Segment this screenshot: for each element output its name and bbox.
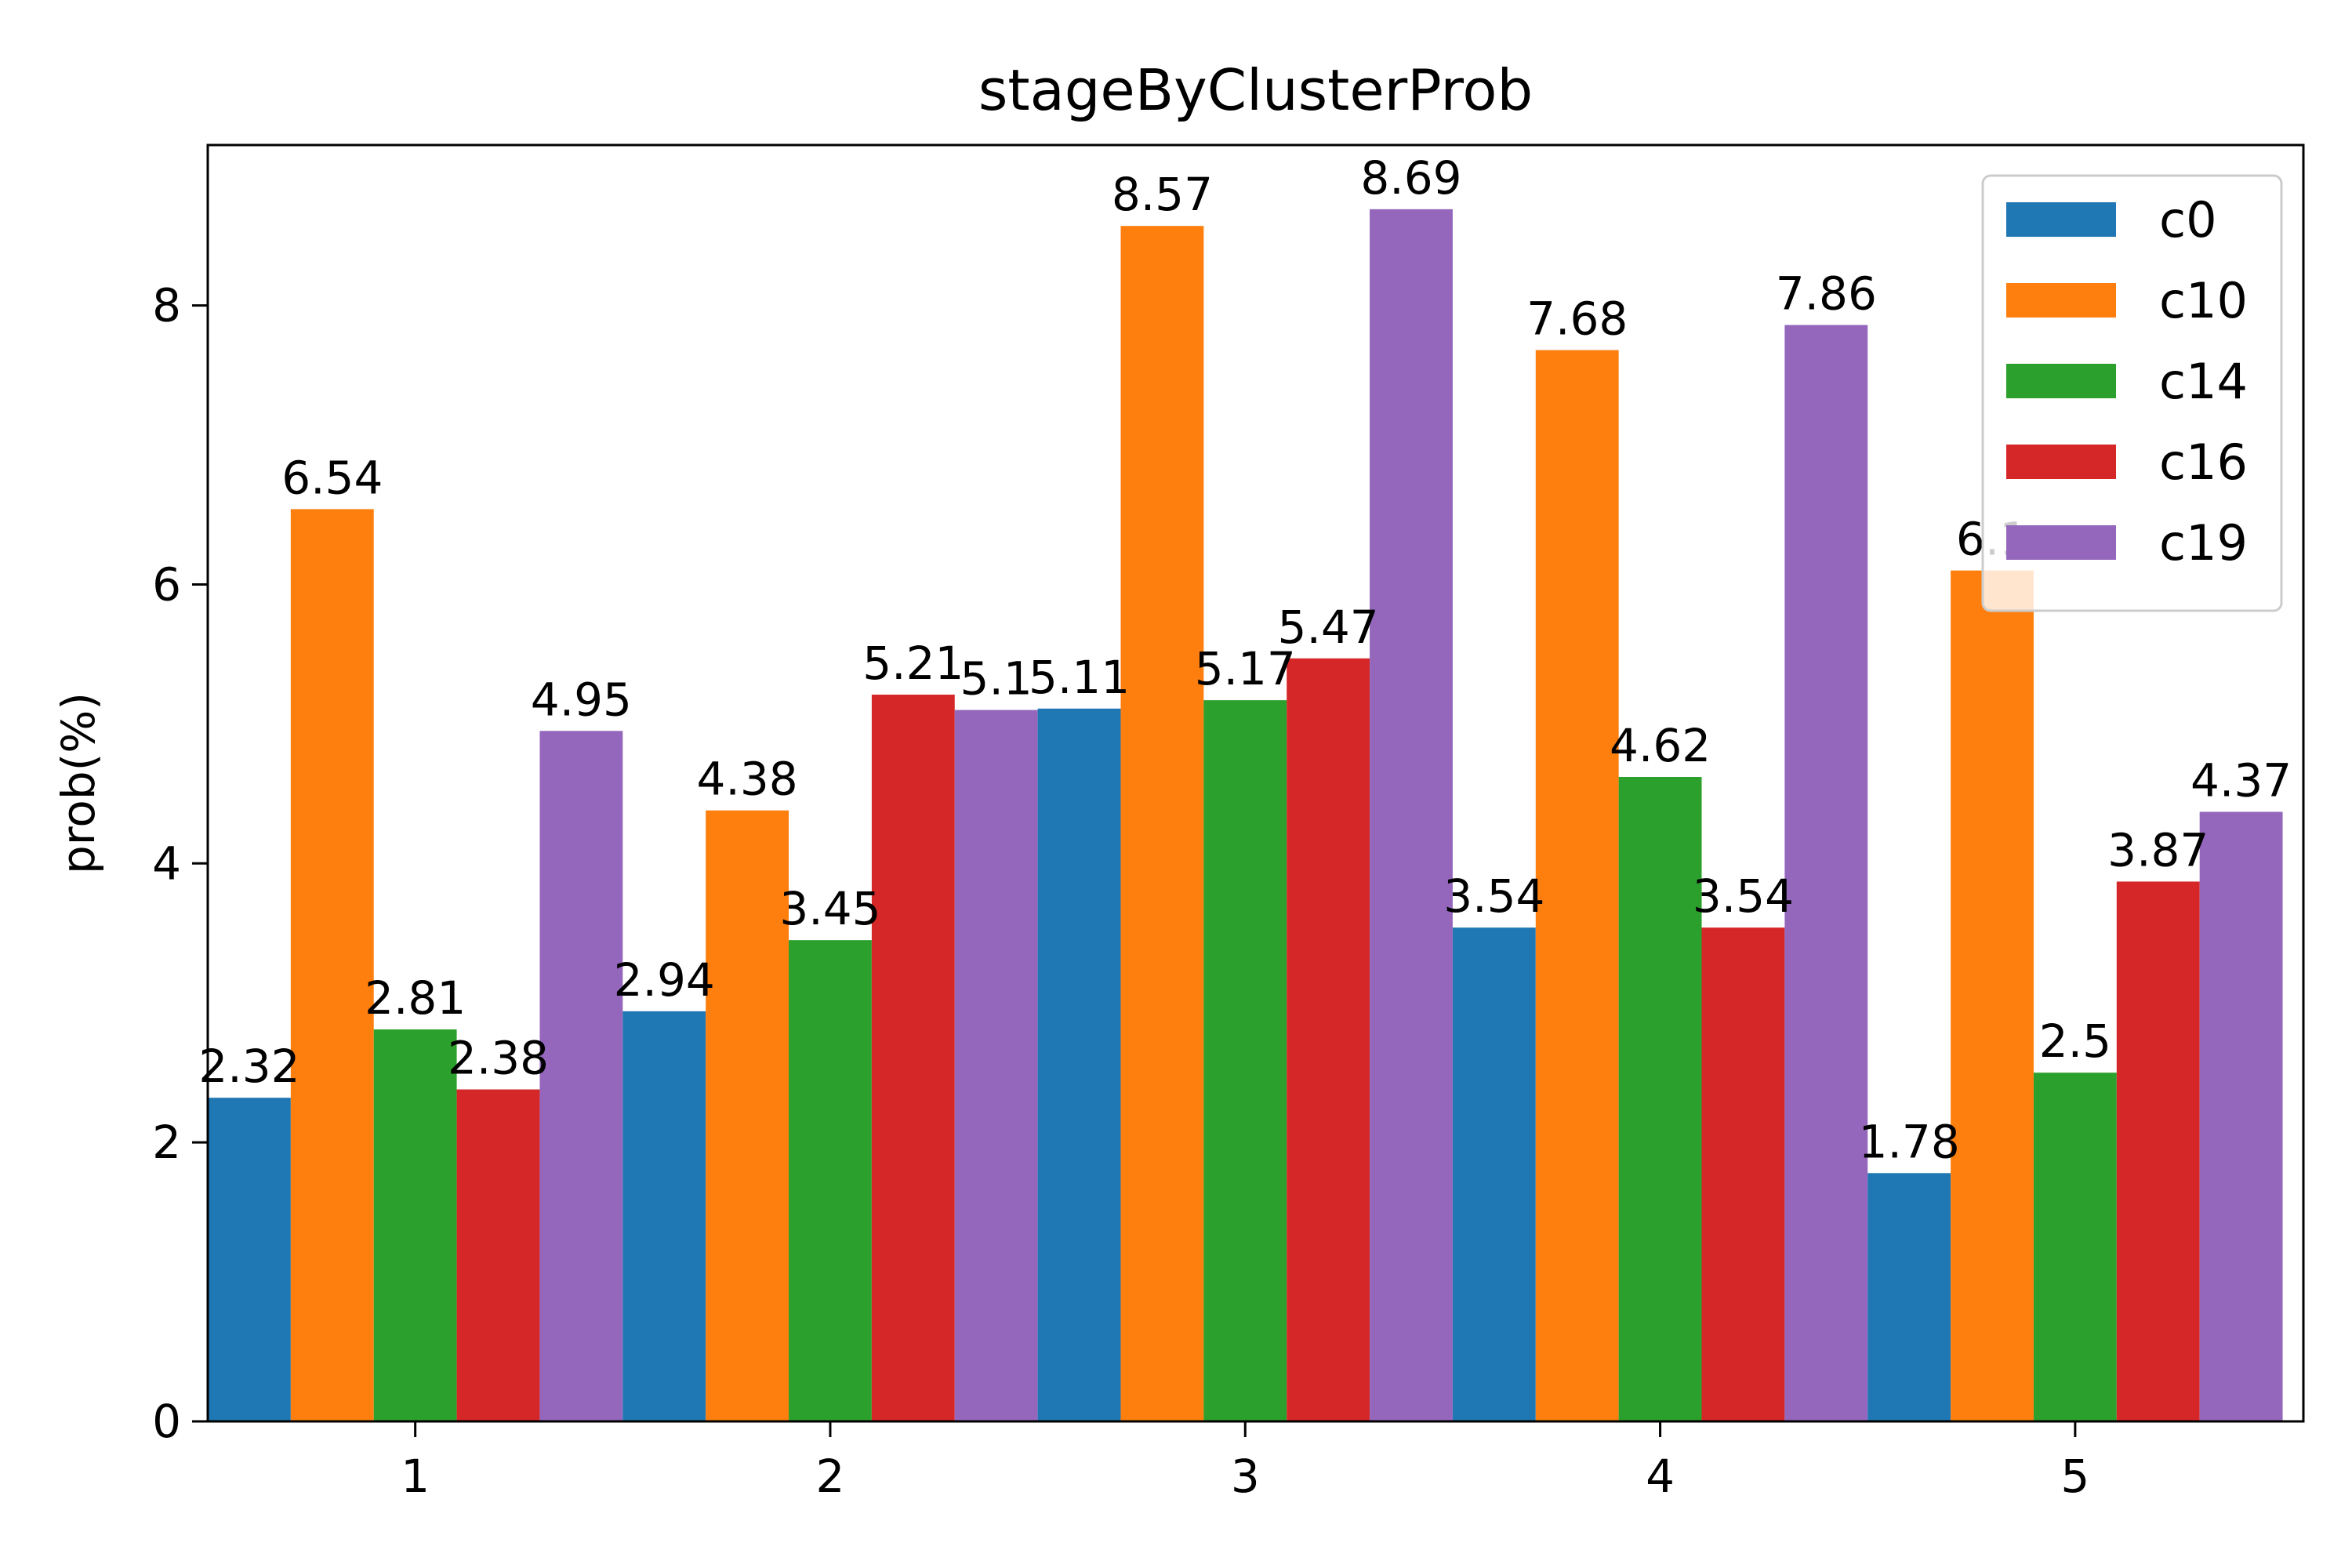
- legend-swatch-c16: [2006, 445, 2116, 479]
- bar-label-c16-3: 5.47: [1278, 601, 1379, 654]
- bar-c10-2: [706, 810, 789, 1421]
- bar-c14-1: [373, 1029, 457, 1421]
- legend-swatch-c0: [2006, 202, 2116, 237]
- bar-c14-2: [789, 940, 872, 1421]
- x-tick-label: 3: [1231, 1450, 1260, 1503]
- bar-label-c16-4: 3.54: [1693, 869, 1794, 923]
- legend-label-c10: c10: [2159, 272, 2248, 329]
- bar-c16-2: [871, 695, 955, 1421]
- bar-c14-4: [1618, 776, 1702, 1421]
- bar-c0-3: [1037, 708, 1121, 1421]
- bar-label-c10-3: 8.57: [1112, 168, 1213, 221]
- x-tick-label: 5: [2060, 1450, 2089, 1503]
- bar-c10-3: [1120, 226, 1204, 1422]
- y-tick-label: 2: [152, 1116, 181, 1169]
- bar-c19-2: [954, 710, 1038, 1421]
- bar-c10-5: [1951, 570, 2034, 1421]
- bar-c16-5: [2116, 881, 2200, 1421]
- bar-label-c16-1: 2.38: [448, 1032, 549, 1085]
- bar-c19-3: [1370, 209, 1453, 1421]
- y-tick-label: 0: [152, 1395, 181, 1448]
- legend-label-c19: c19: [2159, 514, 2248, 572]
- bar-label-c19-4: 7.86: [1776, 267, 1877, 321]
- legend-label-c14: c14: [2159, 353, 2248, 410]
- bar-label-c14-5: 2.5: [2039, 1014, 2111, 1068]
- bar-label-c19-3: 8.69: [1360, 151, 1461, 205]
- bar-label-c0-3: 5.11: [1029, 651, 1130, 704]
- bar-c16-1: [456, 1089, 540, 1421]
- legend-swatch-c10: [2006, 283, 2116, 318]
- y-axis-title: prob(%): [52, 692, 105, 874]
- bar-label-c0-1: 2.32: [198, 1040, 299, 1093]
- bar-c14-3: [1203, 700, 1287, 1421]
- bar-c0-1: [208, 1098, 291, 1421]
- bar-label-c0-4: 3.54: [1443, 869, 1544, 923]
- bar-label-c0-5: 1.78: [1859, 1115, 1960, 1168]
- chart-title: stageByClusterProb: [978, 57, 1533, 123]
- bar-label-c14-2: 3.45: [779, 882, 880, 935]
- bar-c16-4: [1701, 927, 1785, 1421]
- bar-label-c14-4: 4.62: [1610, 719, 1711, 772]
- bar-c0-4: [1452, 927, 1536, 1421]
- bar-label-c19-5: 4.37: [2190, 753, 2292, 807]
- bar-c0-5: [1867, 1173, 1951, 1421]
- bar-c10-4: [1535, 350, 1619, 1421]
- bar-labels-layer: 2.326.542.812.384.952.944.383.455.215.15…: [198, 151, 2292, 1168]
- bar-c16-3: [1287, 658, 1370, 1421]
- legend: c0 c10 c14 c16 c19: [1981, 174, 2283, 612]
- bar-c10-1: [290, 509, 374, 1421]
- legend-swatch-c19: [2006, 525, 2116, 560]
- bar-label-c19-2: 5.1: [960, 652, 1033, 706]
- bar-c19-4: [1784, 325, 1868, 1422]
- bar-label-c16-2: 5.21: [862, 637, 964, 690]
- bar-label-c16-5: 3.87: [2107, 823, 2209, 877]
- bar-c0-2: [622, 1011, 706, 1421]
- bar-label-c14-3: 5.17: [1195, 642, 1296, 695]
- bar-label-c19-1: 4.95: [531, 673, 632, 726]
- x-tick-label: 4: [1646, 1450, 1675, 1503]
- y-tick-label: 8: [152, 279, 181, 332]
- legend-label-c0: c0: [2159, 191, 2217, 249]
- y-tick-label: 6: [152, 557, 181, 611]
- bars-layer: [208, 209, 2283, 1422]
- bar-label-c10-4: 7.68: [1526, 292, 1628, 346]
- bar-label-c10-1: 6.54: [281, 451, 383, 504]
- y-tick-label: 4: [152, 837, 181, 890]
- bar-c14-5: [2033, 1073, 2117, 1421]
- ticks-layer: 0 2 4 6 8 1 2 3 4 5: [152, 279, 2089, 1503]
- bar-c19-1: [539, 731, 623, 1421]
- bar-label-c10-2: 4.38: [697, 753, 798, 806]
- x-tick-label: 2: [816, 1450, 845, 1503]
- legend-label-c16: c16: [2159, 434, 2248, 491]
- bar-c19-5: [2199, 811, 2283, 1421]
- plot-frame: [206, 143, 2305, 1423]
- legend-swatch-c14: [2006, 364, 2116, 398]
- bar-label-c0-2: 2.94: [614, 953, 715, 1007]
- bar-label-c14-1: 2.81: [365, 971, 466, 1025]
- x-tick-label: 1: [401, 1450, 430, 1503]
